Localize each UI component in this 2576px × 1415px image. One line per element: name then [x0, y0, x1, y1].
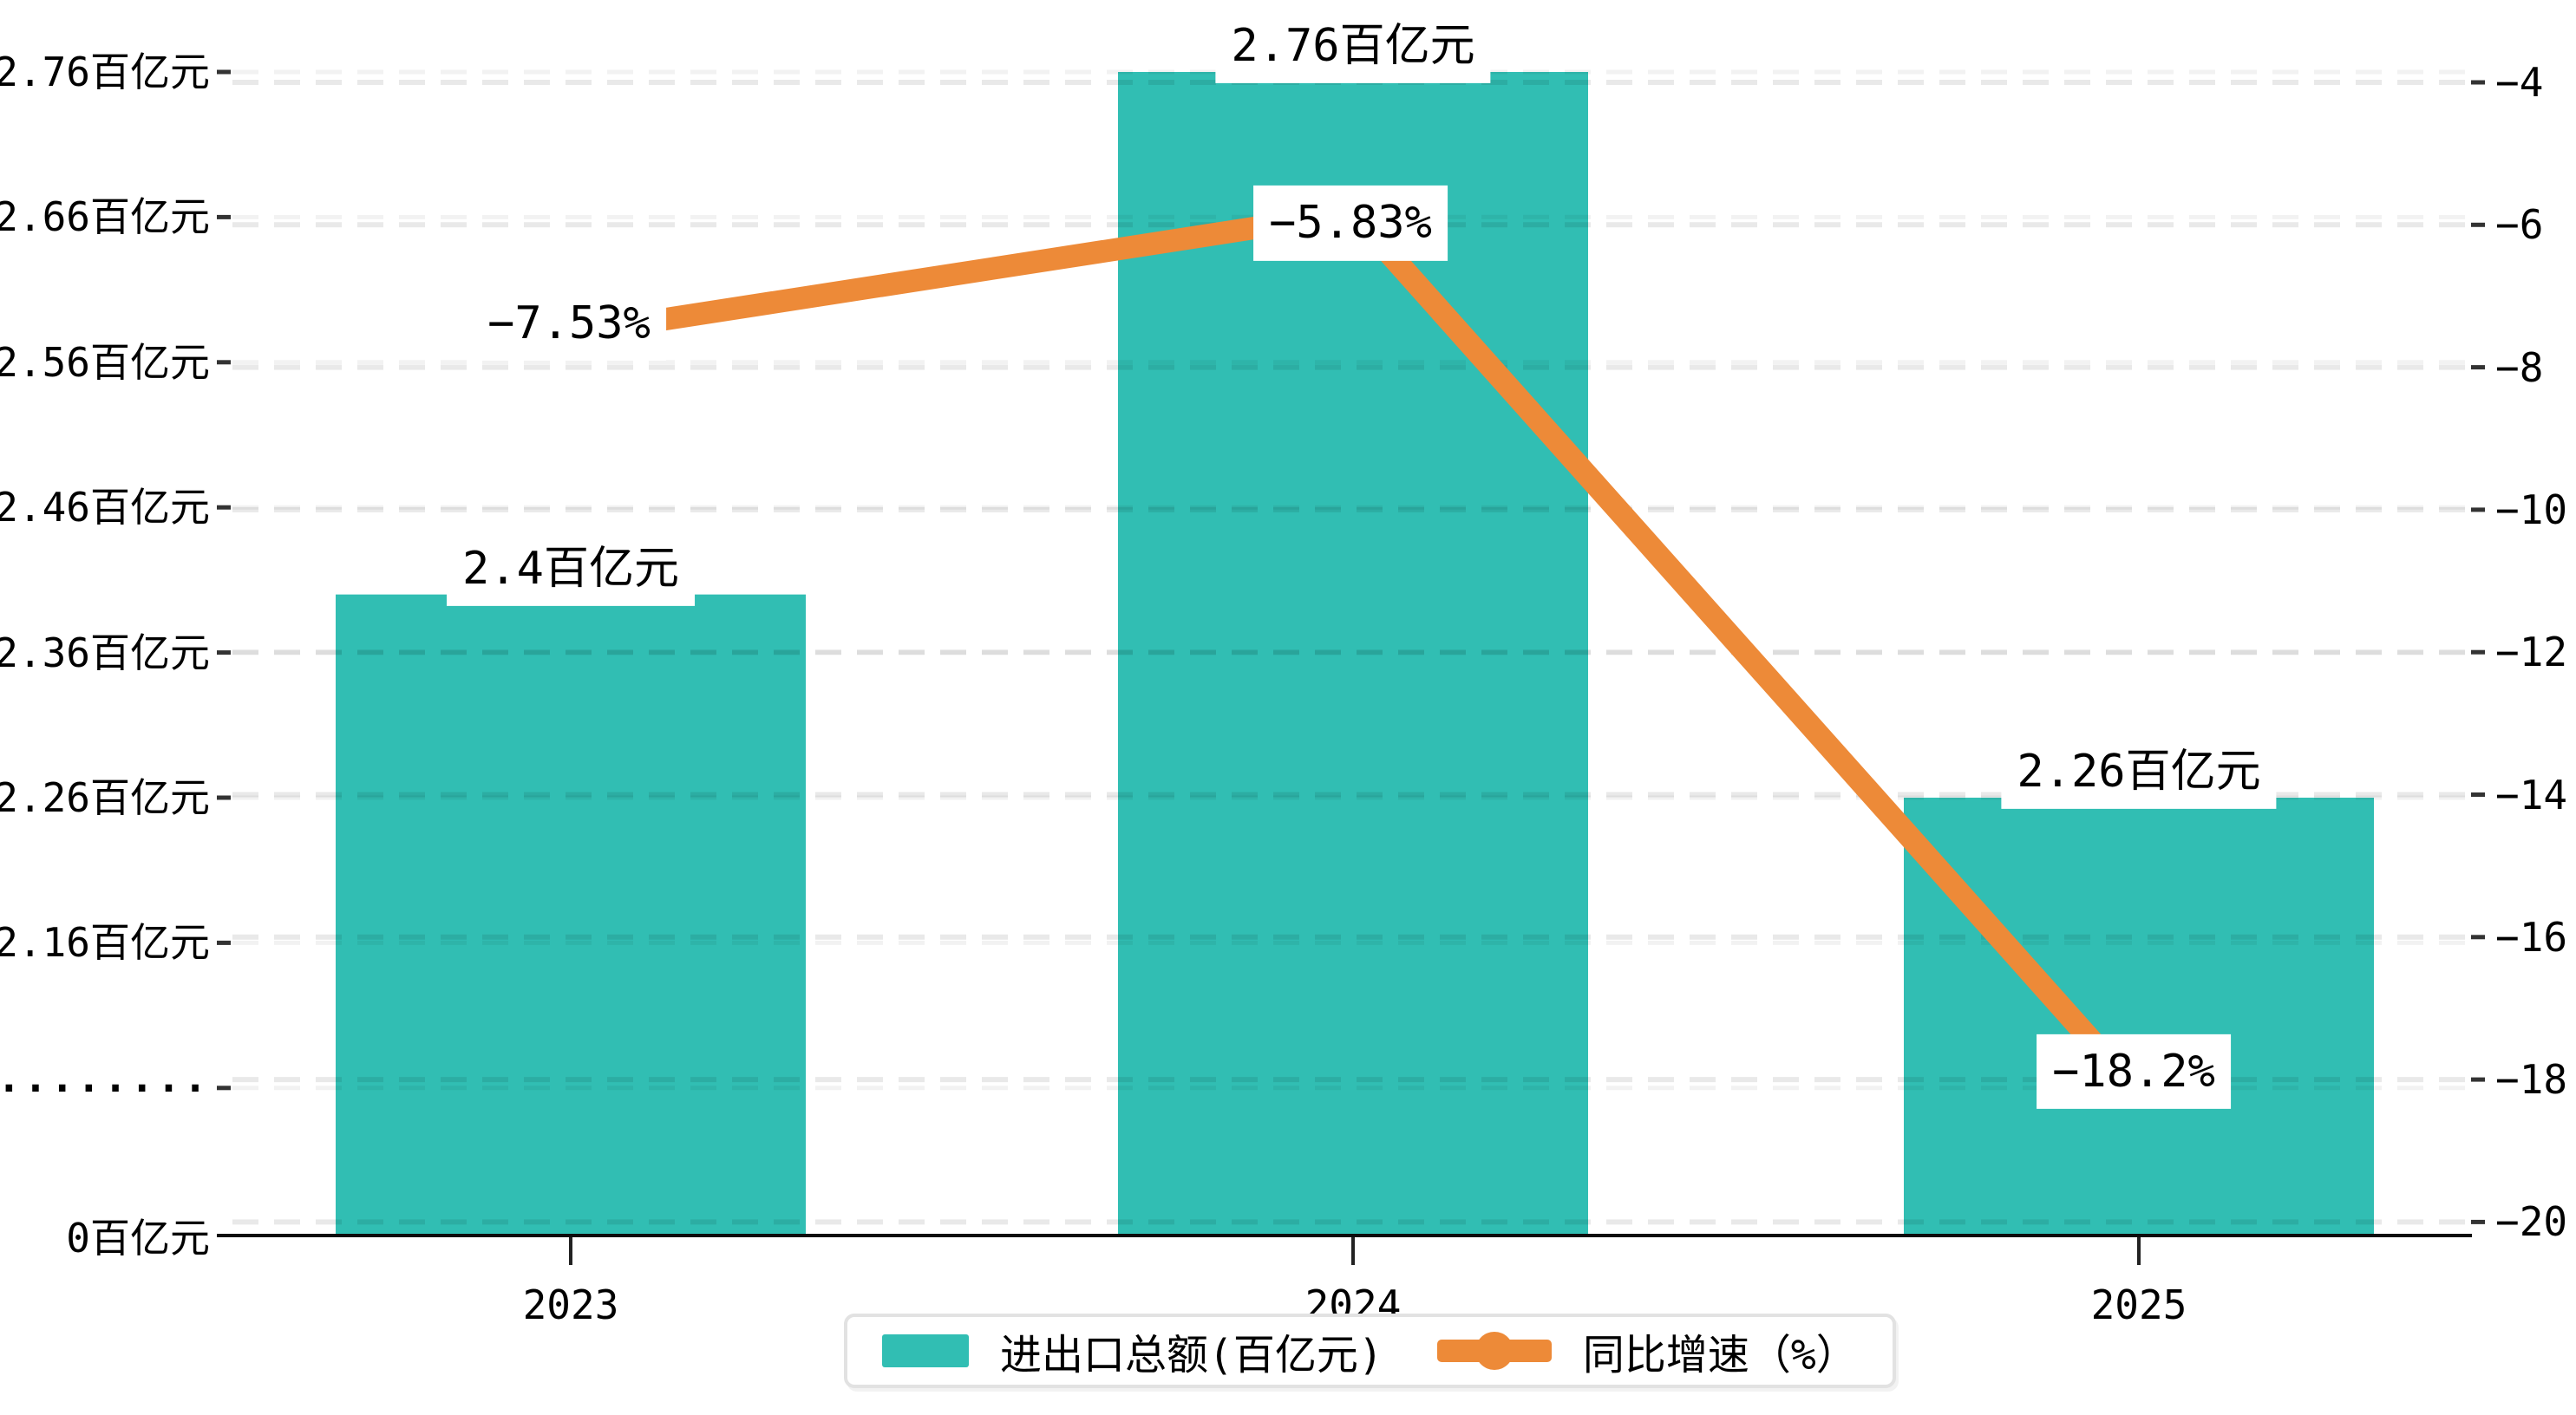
growth-value-label-2023: −7.53%: [472, 285, 666, 362]
line-series-marker-icon: [1436, 1331, 1552, 1371]
y-axis-left-label: 2.66百亿元: [0, 193, 210, 241]
y-axis-right-label: −14: [2495, 771, 2568, 818]
x-axis-label-2025: 2025: [2090, 1281, 2187, 1328]
x-axis-label-2023: 2023: [522, 1281, 619, 1328]
y-axis-left-label: 2.36百亿元: [0, 629, 210, 676]
bar-2024[interactable]: [1118, 72, 1588, 1236]
y-axis-left-label: ·········: [0, 1064, 210, 1112]
y-axis-right-label: −12: [2495, 629, 2568, 676]
y-axis-left-label: 2.56百亿元: [0, 338, 210, 386]
bar-value-label-2024: 2.76百亿元: [1215, 8, 1491, 84]
growth-value-label-2025: −18.2%: [2037, 1034, 2231, 1109]
bar-series-legend-label: 进出口总额(百亿元): [1000, 1331, 1383, 1379]
y-axis-right-label: −20: [2495, 1198, 2568, 1246]
legend-item-bar-series[interactable]: 进出口总额(百亿元): [882, 1320, 1383, 1381]
y-axis-left-label: 2.76百亿元: [0, 49, 210, 95]
bar-2025[interactable]: [1904, 798, 2374, 1236]
y-axis-right-label: −18: [2495, 1056, 2568, 1104]
bar-2023[interactable]: [336, 594, 806, 1236]
y-axis-left-label: 2.46百亿元: [0, 484, 210, 531]
y-axis-left-label: 2.26百亿元: [0, 774, 210, 821]
y-axis-right-label: −8: [2495, 343, 2544, 391]
y-axis-left-label: 0百亿元: [66, 1215, 210, 1262]
y-axis-right-label: −16: [2495, 913, 2568, 961]
y-axis-right-label: −4: [2495, 59, 2544, 106]
bar-value-label-2023: 2.4百亿元: [447, 531, 695, 606]
legend-item-line-series[interactable]: 同比增速（%）: [1436, 1320, 1858, 1381]
y-axis-right-label: −6: [2495, 201, 2544, 249]
y-axis-right-label: −10: [2495, 486, 2568, 533]
legend: 进出口总额(百亿元) 同比增速（%）: [844, 1314, 1896, 1388]
bar-series-swatch-icon: [882, 1334, 969, 1367]
bar-value-label-2025: 2.26百亿元: [2001, 734, 2277, 810]
line-marker-dot: [1474, 1332, 1514, 1370]
y-axis-left-label: 2.16百亿元: [0, 919, 210, 967]
line-series-legend-label: 同比增速（%）: [1582, 1331, 1858, 1379]
growth-value-label-2024: −5.83%: [1253, 186, 1448, 261]
